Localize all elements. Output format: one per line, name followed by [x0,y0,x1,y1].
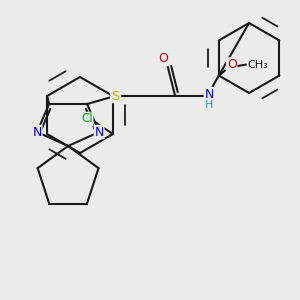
Text: Cl: Cl [81,112,93,125]
Text: N: N [94,125,104,139]
Text: O: O [158,52,168,65]
Text: CH₃: CH₃ [248,59,268,70]
Text: S: S [111,89,119,103]
Text: O: O [227,58,237,71]
Text: N: N [204,88,214,100]
Text: N: N [32,125,42,139]
Text: H: H [205,100,213,110]
